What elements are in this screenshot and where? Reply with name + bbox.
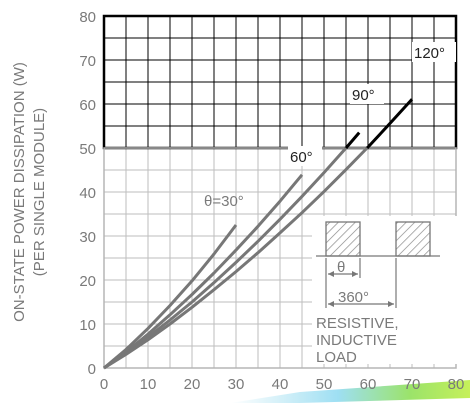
y-tick-label: 20: [79, 273, 96, 290]
x-tick-label: 20: [184, 376, 201, 393]
y-axis-subtitle: (PER SINGLE MODULE): [31, 108, 48, 276]
series-label-30: θ=30°: [204, 193, 244, 210]
series-label-120: 120°: [414, 45, 445, 62]
y-tick-label: 60: [79, 97, 96, 114]
load-label-3: LOAD: [316, 349, 357, 366]
theta-label: θ: [337, 259, 345, 276]
x-tick-label: 0: [100, 376, 108, 393]
y-tick-label: 0: [88, 361, 96, 378]
series-line-3: [103, 146, 369, 370]
series-line-0: [103, 224, 238, 370]
decorative-band: [230, 380, 470, 403]
label-bg-90: [350, 84, 384, 104]
conduction-pulse-1: [325, 221, 361, 257]
label-bg-120: [412, 42, 456, 62]
label-bg-60: [288, 146, 322, 166]
y-axis-title: ON-STATE POWER DISSIPATION (W): [11, 62, 28, 322]
series-label-60: 60°: [290, 149, 313, 166]
x-tick-label: 60: [360, 376, 377, 393]
load-label-1: RESISTIVE,: [316, 315, 399, 332]
x-tick-label: 40: [272, 376, 289, 393]
y-tick-label: 50: [79, 141, 96, 158]
grid-upper: [104, 16, 456, 148]
x-tick-label: 80: [448, 376, 465, 393]
y-tick-label: 80: [79, 9, 96, 26]
y-tick-label: 30: [79, 229, 96, 246]
y-tick-label: 40: [79, 185, 96, 202]
y-tick-label: 10: [79, 317, 96, 334]
x-tick-label: 70: [404, 376, 421, 393]
series-line-upper-3: [366, 98, 414, 150]
series-line-upper-2: [344, 131, 361, 149]
x-tick-label: 50: [316, 376, 333, 393]
x-tick-label: 10: [140, 376, 157, 393]
y-tick-label: 70: [79, 53, 96, 70]
series-layer: [103, 98, 414, 370]
conduction-pulse-2: [395, 221, 431, 257]
waveform-inset: θ 360° RESISTIVE, INDUCTIVE LOAD: [312, 216, 458, 366]
tick-labels: 0 10 20 30 40 50 60 70 80 0 10 20 30 40 50 60 70 80: [79, 9, 464, 393]
load-label-2: INDUCTIVE: [316, 332, 397, 349]
series-label-90: 90°: [352, 87, 375, 104]
x-tick-label: 30: [228, 376, 245, 393]
series-line-1: [103, 173, 304, 370]
series-line-2: [103, 147, 348, 370]
period-label: 360°: [338, 289, 369, 306]
